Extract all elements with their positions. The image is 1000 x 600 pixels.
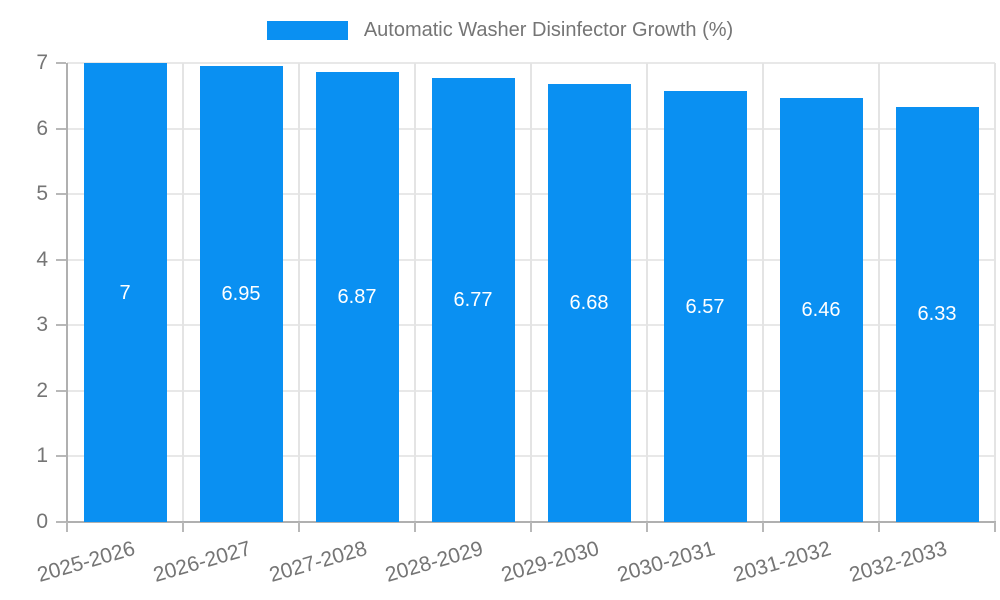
x-axis-tick: [66, 522, 68, 532]
bar: [895, 106, 979, 522]
gridline-vertical: [878, 63, 880, 522]
y-axis-tick: [56, 455, 66, 458]
gridline-vertical: [530, 63, 532, 522]
gridline-vertical: [994, 63, 996, 522]
y-axis-tick: [56, 62, 66, 64]
bar-value-label: 6.87: [337, 285, 377, 308]
gridline-vertical: [762, 63, 764, 522]
bar-value-label: 6.68: [569, 291, 609, 314]
bar-value-label: 6.57: [685, 295, 725, 318]
bar: [547, 83, 631, 522]
legend-label: Automatic Washer Disinfector Growth (%): [363, 18, 734, 41]
y-axis-line: [66, 63, 68, 522]
bar: [779, 98, 863, 522]
gridline-vertical: [414, 63, 416, 522]
x-axis-tick: [762, 522, 764, 532]
x-axis-tick: [646, 522, 648, 532]
y-tick-label: 5: [36, 182, 48, 206]
gridline-vertical: [646, 63, 648, 522]
bar-value-label: 6.77: [453, 289, 493, 312]
y-tick-label: 6: [36, 116, 48, 140]
y-tick-label: 3: [36, 313, 48, 337]
bar-value-label: 6.95: [221, 283, 261, 306]
y-axis-tick: [56, 127, 66, 130]
x-axis-tick: [182, 522, 184, 532]
x-axis-tick: [414, 522, 416, 532]
y-tick-label: 4: [36, 247, 48, 271]
y-tick-label: 7: [36, 51, 48, 74]
y-axis-tick: [56, 193, 66, 196]
chart-legend: Automatic Washer Disinfector Growth (%): [0, 14, 1000, 46]
x-axis-tick: [298, 522, 300, 532]
x-axis-tick: [878, 522, 880, 532]
x-axis-tick: [994, 522, 996, 532]
bar: [83, 63, 167, 522]
bar: [431, 78, 515, 522]
bar-value-label: 6.46: [801, 299, 841, 322]
y-tick-label: 0: [36, 510, 48, 533]
y-axis-tick: [56, 389, 66, 392]
bar-value-label: 6.33: [917, 303, 957, 326]
bar: [315, 71, 399, 522]
bar: [199, 66, 283, 522]
bar-value-label: 7: [119, 281, 131, 304]
y-tick-label: 2: [36, 378, 48, 402]
legend-swatch: [266, 20, 348, 40]
y-axis-tick: [56, 324, 66, 327]
x-axis-tick: [530, 522, 532, 532]
y-tick-label: 1: [36, 444, 48, 468]
y-axis-tick: [56, 258, 66, 261]
bar: [663, 91, 747, 522]
y-axis-tick: [56, 521, 66, 523]
gridline-vertical: [182, 63, 184, 522]
gridline-vertical: [298, 63, 300, 522]
